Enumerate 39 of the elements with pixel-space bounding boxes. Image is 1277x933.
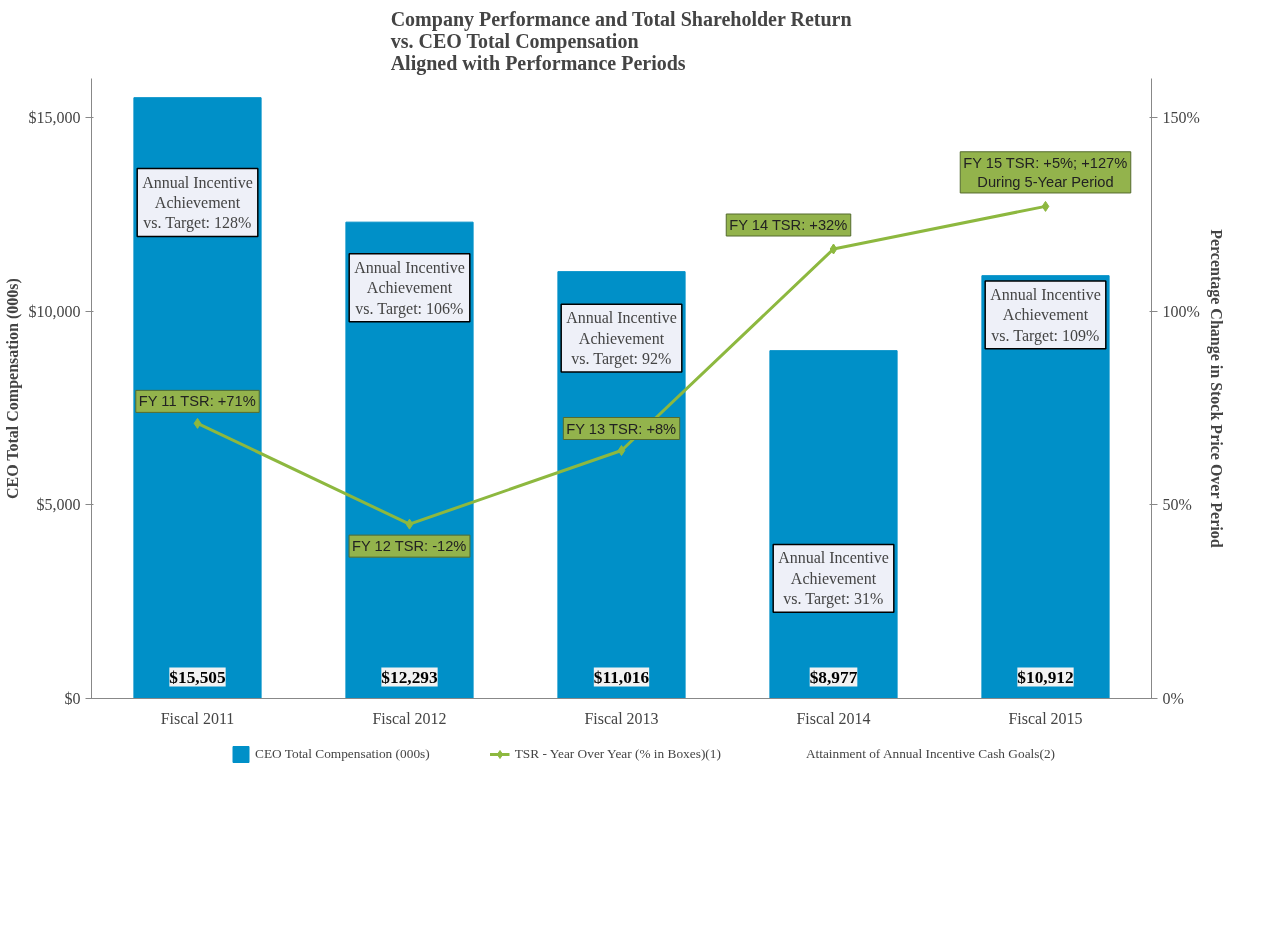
x-tick-label: Fiscal 2015: [1008, 709, 1083, 727]
point: [193, 417, 202, 429]
annotation: FY 13 TSR: +8%: [566, 420, 677, 437]
data-label: $10,912: [1017, 667, 1074, 687]
annotation: Annual Incentive Achievement vs. Target: 128%: [142, 173, 253, 233]
data-label: $15,505: [169, 667, 226, 687]
point: [617, 445, 626, 456]
x-tick-label: Fiscal 2012: [372, 709, 447, 727]
y2-tick-label: 100%: [1162, 302, 1200, 320]
chart-title: Company Performance and Total Shareholder Return vs. CEO Total Compensation Aligned with Performance Periods: [390, 7, 852, 75]
x-tick-label: Fiscal 2011: [160, 709, 235, 727]
annotation: Annual Incentive Achievement vs. Target: 106%: [354, 258, 465, 318]
y2-tick-label: 50%: [1162, 496, 1192, 514]
y2-axis-title: Percentage Change in Stock Price Over Period: [1206, 229, 1225, 548]
text: Attainment of Annual Incentive Cash Goals(2): [805, 746, 1055, 762]
annotation: Annual Incentive Achievement vs. Target: 31%: [778, 549, 889, 609]
annotation: Annual Incentive Achievement vs. Target: 92%: [566, 309, 677, 369]
data-label: $8,977: [809, 667, 858, 687]
legend-label: TSR - Year Over Year (% in Boxes)(1): [514, 746, 721, 762]
point: [405, 518, 414, 530]
y-tick-label: $5,000: [36, 496, 81, 514]
point: [829, 243, 838, 255]
point: [1041, 200, 1050, 212]
x-tick-label: Fiscal 2014: [796, 709, 871, 727]
annotation: FY 12 TSR: -12%: [352, 538, 467, 555]
y2-tick-label: 0%: [1162, 690, 1184, 707]
annotation: FY 14 TSR: +32%: [729, 217, 848, 233]
y-tick-label: $0: [64, 690, 81, 707]
data-label: $11,016: [593, 667, 650, 687]
y2-tick-label: 150%: [1162, 108, 1200, 126]
y-axis-title: CEO Total Compensation (000s): [3, 278, 22, 500]
annotation: Annual Incentive Achievement vs. Target: 109%: [990, 285, 1101, 345]
y-tick-label: $15,000: [28, 108, 81, 126]
data-label: $12,293: [381, 667, 438, 687]
legend-label: CEO Total Compensation (000s): [255, 746, 430, 762]
annotation: FY 11 TSR: +71%: [138, 393, 256, 410]
x-tick-label: Fiscal 2013: [584, 709, 659, 727]
y-tick-label: $10,000: [28, 302, 81, 320]
annotation: FY 15 TSR: +5%; +127% During 5-Year Period: [963, 154, 1128, 190]
